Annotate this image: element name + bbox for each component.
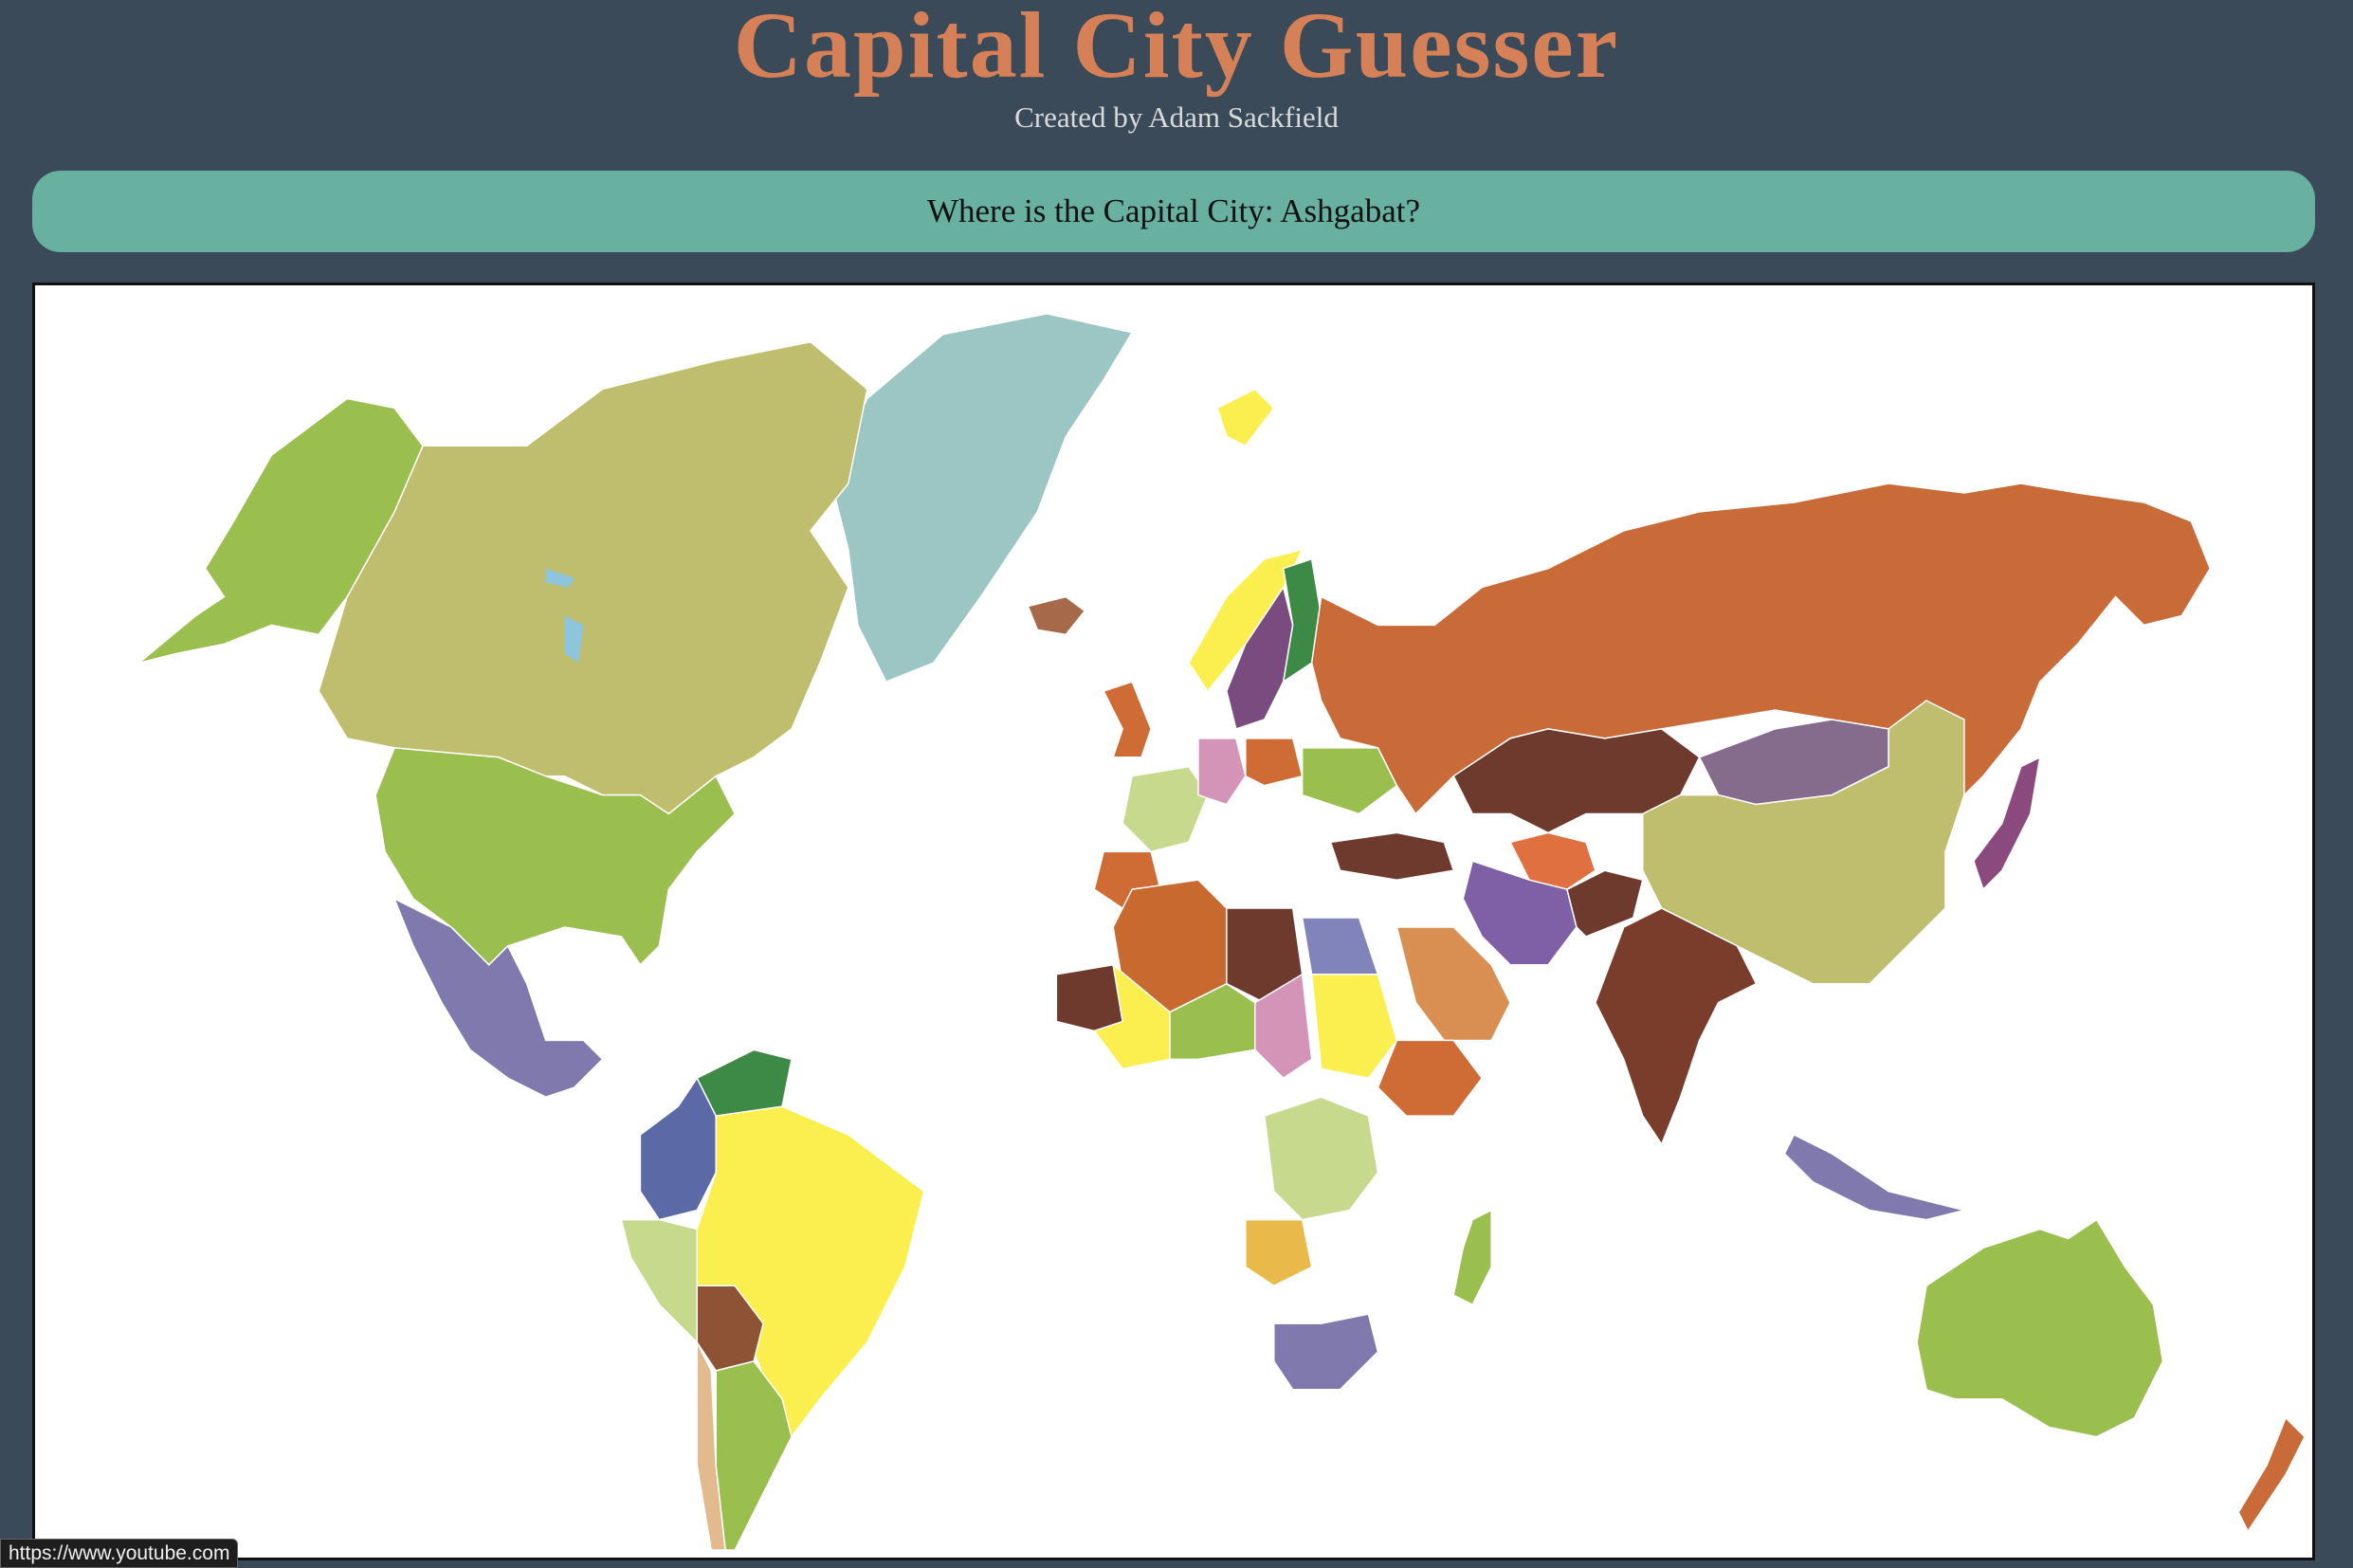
canada-lake-2 <box>545 568 575 588</box>
country-sudan[interactable] <box>1310 974 1398 1080</box>
country-india[interactable] <box>1595 907 1758 1146</box>
country-indonesia[interactable] <box>1783 1133 1965 1221</box>
country-mexico[interactable] <box>392 897 604 1098</box>
page-subtitle: Created by Adam Sackfield <box>1014 100 1339 134</box>
country-alaska[interactable] <box>138 397 424 664</box>
country-drc[interactable] <box>1263 1096 1379 1221</box>
country-afghanistan[interactable] <box>1566 869 1644 938</box>
country-turkey[interactable] <box>1329 831 1455 881</box>
country-germany[interactable] <box>1197 738 1247 806</box>
page-title: Capital City Guesser <box>733 0 1620 98</box>
country-new-zealand[interactable] <box>2237 1416 2306 1533</box>
country-usa[interactable] <box>374 747 737 966</box>
country-japan[interactable] <box>1973 756 2041 891</box>
country-canada[interactable] <box>318 340 868 815</box>
country-saudi-arabia[interactable] <box>1395 926 1511 1042</box>
country-brazil[interactable] <box>696 1105 925 1438</box>
country-greenland[interactable] <box>829 313 1134 684</box>
country-south-africa[interactable] <box>1272 1313 1379 1391</box>
country-poland[interactable] <box>1245 738 1304 787</box>
country-madagascar[interactable] <box>1452 1209 1492 1306</box>
header: Capital City Guesser Created by Adam Sac… <box>0 0 2353 135</box>
country-chad[interactable] <box>1254 973 1313 1080</box>
country-egypt[interactable] <box>1301 917 1379 975</box>
country-australia[interactable] <box>1916 1218 2164 1438</box>
world-map-svg[interactable] <box>35 285 2312 1558</box>
canada-lake <box>564 615 584 664</box>
country-iran[interactable] <box>1462 860 1578 966</box>
country-france[interactable] <box>1122 765 1209 853</box>
country-argentina[interactable] <box>715 1360 793 1551</box>
world-map[interactable] <box>32 283 2315 1560</box>
status-bar-url: https://www.youtube.com <box>0 1539 239 1568</box>
country-svalbard[interactable] <box>1215 388 1275 447</box>
country-ukraine[interactable] <box>1301 747 1398 815</box>
country-mauritania[interactable] <box>1055 963 1123 1032</box>
country-angola[interactable] <box>1245 1218 1313 1287</box>
country-ethiopia[interactable] <box>1377 1039 1484 1117</box>
question-prompt: Where is the Capital City: Ashgabat? <box>926 192 1420 229</box>
country-iceland[interactable] <box>1027 595 1086 636</box>
question-bar: Where is the Capital City: Ashgabat? <box>32 171 2315 252</box>
country-sweden[interactable] <box>1226 585 1294 730</box>
country-colombia[interactable] <box>639 1076 717 1221</box>
country-uk[interactable] <box>1103 681 1152 758</box>
